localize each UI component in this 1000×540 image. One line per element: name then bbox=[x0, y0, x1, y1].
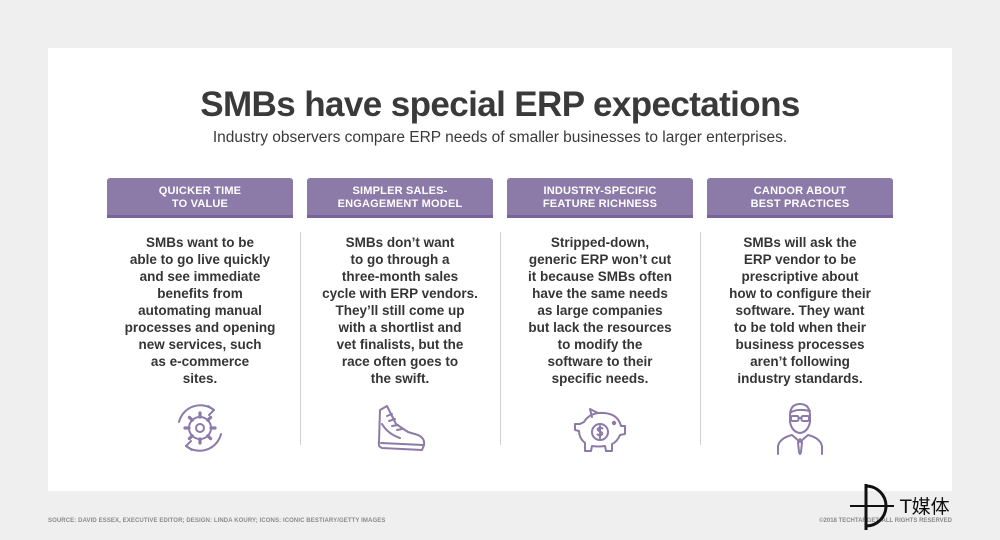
body-line: new services, such bbox=[138, 337, 262, 352]
body-line: aren’t following bbox=[750, 354, 850, 369]
column-divider bbox=[300, 232, 301, 445]
column-industry-specific-features: INDUSTRY-SPECIFIC FEATURE RICHNESS Strip… bbox=[507, 178, 693, 458]
body-line: the swift. bbox=[370, 371, 430, 386]
column-body: Stripped-down, generic ERP won’t cut it … bbox=[501, 234, 699, 387]
column-header-line: CANDOR ABOUT bbox=[753, 185, 847, 197]
body-line: software to their bbox=[547, 354, 653, 369]
body-line: but lack the resources bbox=[528, 320, 672, 335]
body-line: race often goes to bbox=[341, 354, 459, 369]
column-body: SMBs want to be able to go live quickly … bbox=[101, 234, 299, 387]
body-line: as large companies bbox=[537, 303, 663, 318]
body-line: vet finalists, but the bbox=[336, 337, 464, 352]
body-line: to be told when their bbox=[734, 320, 866, 335]
watermark-mark-icon bbox=[850, 484, 894, 530]
body-line: automating manual bbox=[138, 303, 262, 318]
body-line: how to configure their bbox=[729, 286, 871, 301]
body-line: business processes bbox=[735, 337, 865, 352]
body-line: have the same needs bbox=[532, 286, 668, 301]
businessman-icon bbox=[770, 398, 830, 458]
column-header-line: SIMPLER SALES- bbox=[352, 185, 448, 197]
body-line: cycle with ERP vendors. bbox=[322, 286, 478, 301]
body-line: They’ll still come up bbox=[335, 303, 465, 318]
footer-copyright: ©2018 TECHTARGET. ALL RIGHTS RESERVED bbox=[819, 518, 952, 524]
watermark-text: T媒体 bbox=[900, 496, 950, 518]
column-header-line: FEATURE RICHNESS bbox=[542, 198, 658, 210]
body-line: Stripped-down, bbox=[550, 235, 650, 250]
column-header-banner: SIMPLER SALES- ENGAGEMENT MODEL bbox=[307, 178, 493, 218]
column-header-line: TO VALUE bbox=[171, 198, 229, 210]
column-divider bbox=[500, 232, 501, 445]
body-line: generic ERP won’t cut bbox=[528, 252, 672, 267]
gear-arrows-icon bbox=[170, 398, 230, 458]
page-title: SMBs have special ERP expectations bbox=[200, 85, 800, 124]
body-line: ERP vendor to be bbox=[743, 252, 857, 267]
column-divider bbox=[700, 232, 701, 445]
watermark-logo: T媒体 bbox=[848, 480, 988, 532]
body-line: prescriptive about bbox=[741, 269, 859, 284]
body-line: benefits from bbox=[157, 286, 243, 301]
body-line: software. They want bbox=[735, 303, 865, 318]
body-line: as e-commerce bbox=[150, 354, 250, 369]
column-header-banner: INDUSTRY-SPECIFIC FEATURE RICHNESS bbox=[507, 178, 693, 218]
column-body: SMBs will ask the ERP vendor to be presc… bbox=[701, 234, 899, 387]
piggy-bank-icon bbox=[570, 398, 630, 458]
body-line: to modify the bbox=[557, 337, 643, 352]
column-candor-best-practices: CANDOR ABOUT BEST PRACTICES SMBs will as… bbox=[707, 178, 893, 458]
column-body: SMBs don’t want to go through a three-mo… bbox=[301, 234, 499, 387]
footer-source: SOURCE: DAVID ESSEX, EXECUTIVE EDITOR; D… bbox=[48, 518, 386, 524]
body-line: three-month sales bbox=[341, 269, 459, 284]
column-header-line: QUICKER TIME bbox=[158, 185, 242, 197]
column-header-banner: CANDOR ABOUT BEST PRACTICES bbox=[707, 178, 893, 218]
column-header-banner: QUICKER TIME TO VALUE bbox=[107, 178, 293, 218]
body-line: able to go live quickly bbox=[129, 252, 271, 267]
column-quicker-time-to-value: QUICKER TIME TO VALUE SMBs want to be ab… bbox=[107, 178, 293, 458]
body-line: processes and opening bbox=[124, 320, 276, 335]
body-line: to go through a bbox=[350, 252, 450, 267]
column-header-line: ENGAGEMENT MODEL bbox=[337, 198, 463, 210]
column-simpler-sales-engagement: SIMPLER SALES- ENGAGEMENT MODEL SMBs don… bbox=[307, 178, 493, 458]
body-line: with a shortlist and bbox=[338, 320, 462, 335]
body-line: and see immediate bbox=[139, 269, 261, 284]
column-header-line: BEST PRACTICES bbox=[750, 198, 850, 210]
body-line: specific needs. bbox=[551, 371, 649, 386]
body-line: sites. bbox=[182, 371, 218, 386]
body-line: SMBs want to be bbox=[145, 235, 254, 250]
column-header-line: INDUSTRY-SPECIFIC bbox=[543, 185, 657, 197]
body-line: industry standards. bbox=[737, 371, 863, 386]
page-subtitle: Industry observers compare ERP needs of … bbox=[212, 129, 788, 146]
sneaker-icon bbox=[370, 398, 430, 458]
body-line: it because SMBs often bbox=[527, 269, 673, 284]
body-line: SMBs will ask the bbox=[743, 235, 857, 250]
body-line: SMBs don’t want bbox=[345, 235, 455, 250]
